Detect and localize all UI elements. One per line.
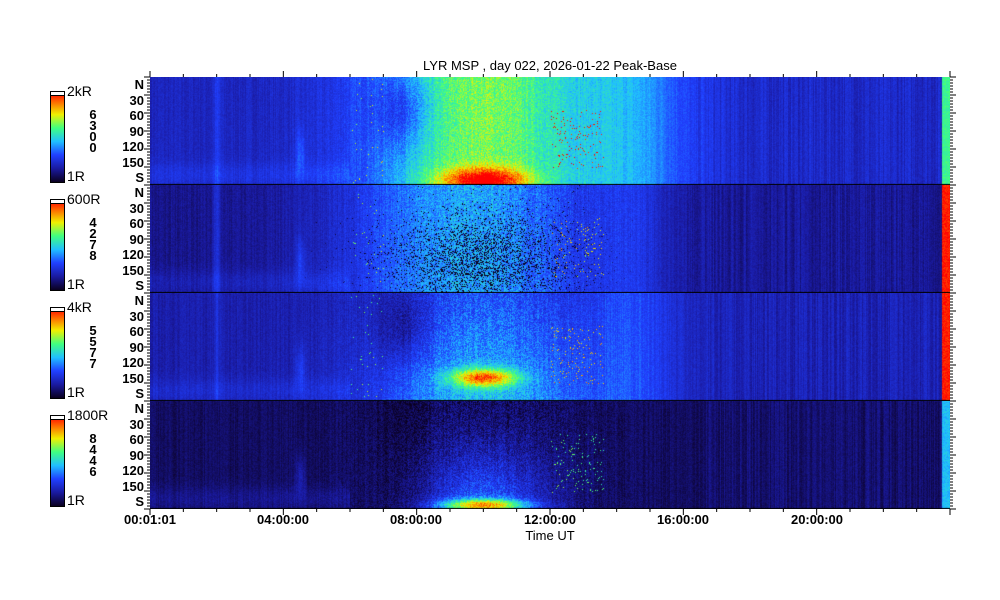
y-tick-label: 30 bbox=[129, 308, 144, 324]
y-tick-label: 120 bbox=[122, 139, 144, 154]
y-tick-label: 120 bbox=[122, 463, 144, 478]
colorbar-5577 bbox=[50, 307, 65, 399]
colorbar-6300 bbox=[50, 91, 65, 183]
keogram-image-4278 bbox=[150, 185, 950, 293]
colorbar-min-label: 1R bbox=[67, 492, 85, 508]
colorbar-min-label: 1R bbox=[67, 384, 85, 400]
y-tick-label: S bbox=[135, 386, 144, 401]
y-tick-label: 90 bbox=[129, 447, 144, 463]
keogram-panel-4278 bbox=[150, 185, 950, 293]
colorbar-max-label: 600R bbox=[67, 191, 101, 207]
wavelength-label: 6300 bbox=[89, 107, 97, 155]
keogram-panel-5577 bbox=[150, 293, 950, 401]
keogram-image-5577 bbox=[150, 293, 950, 401]
wavelength-label: 4278 bbox=[89, 215, 97, 263]
x-tick-label: 20:00:00 bbox=[790, 512, 844, 527]
colorbar-max-label: 4kR bbox=[67, 299, 92, 315]
y-tick-label: 150 bbox=[122, 262, 144, 278]
y-tick-label: 30 bbox=[129, 200, 144, 216]
y-tick-label: 30 bbox=[129, 416, 144, 432]
y-tick-label: 60 bbox=[129, 432, 144, 447]
wavelength-label: 5577 bbox=[89, 323, 97, 371]
colorbar-8446 bbox=[50, 415, 65, 507]
x-tick-label: 16:00:00 bbox=[656, 512, 710, 527]
y-tick-label: N bbox=[134, 77, 144, 92]
colorbar-max-label: 2kR bbox=[67, 83, 92, 99]
y-tick-label: 150 bbox=[122, 370, 144, 386]
colorbar-4278 bbox=[50, 199, 65, 291]
y-tick-label: N bbox=[134, 401, 144, 416]
colorbar-min-label: 1R bbox=[67, 168, 85, 184]
y-tick-label: 150 bbox=[122, 154, 144, 170]
x-tick-label: 08:00:00 bbox=[389, 512, 443, 527]
keogram-image-8446 bbox=[150, 401, 950, 509]
y-tick-label: 60 bbox=[129, 216, 144, 231]
x-tick-label: 12:00:00 bbox=[523, 512, 577, 527]
colorbar-max-label: 1800R bbox=[67, 407, 109, 423]
y-tick-label: 90 bbox=[129, 123, 144, 139]
x-axis-title: Time UT bbox=[525, 528, 575, 543]
keogram-image-6300 bbox=[150, 77, 950, 185]
y-tick-label: 120 bbox=[122, 355, 144, 370]
y-tick-label: 90 bbox=[129, 231, 144, 247]
chart-title: LYR MSP , day 022, 2026-01-22 Peak-Base bbox=[423, 58, 677, 73]
y-tick-label: 60 bbox=[129, 324, 144, 339]
y-tick-label: 120 bbox=[122, 247, 144, 262]
y-tick-label: N bbox=[134, 293, 144, 308]
y-tick-label: 90 bbox=[129, 339, 144, 355]
x-tick-label: 04:00:00 bbox=[256, 512, 310, 527]
y-tick-label: S bbox=[135, 170, 144, 185]
keogram-panel-8446 bbox=[150, 401, 950, 509]
y-tick-label: S bbox=[135, 494, 144, 509]
y-tick-label: 60 bbox=[129, 108, 144, 123]
x-tick-label: 00:01:01 bbox=[123, 512, 177, 527]
y-tick-label: N bbox=[134, 185, 144, 200]
y-tick-label: 150 bbox=[122, 478, 144, 494]
y-tick-label: 30 bbox=[129, 92, 144, 108]
colorbar-min-label: 1R bbox=[67, 276, 85, 292]
wavelength-label: 8446 bbox=[89, 431, 97, 479]
keogram-panel-6300 bbox=[150, 77, 950, 185]
y-tick-label: S bbox=[135, 278, 144, 293]
